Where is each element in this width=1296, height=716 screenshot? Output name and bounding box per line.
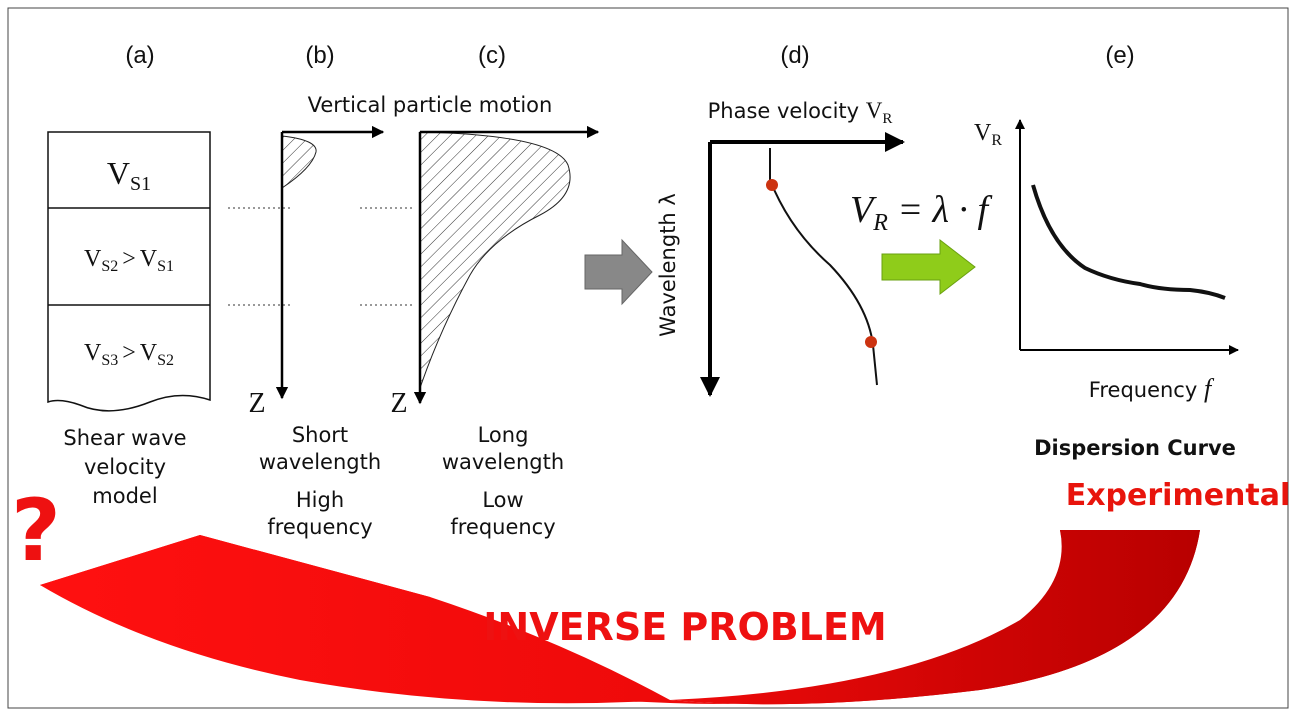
point: [865, 336, 877, 348]
point: [766, 179, 778, 191]
velocity-profile: [769, 148, 878, 386]
panel-label: (c): [478, 42, 506, 69]
layer-label: VS3 > VS2: [84, 340, 174, 369]
wavelength-axis: Wavelength λ: [656, 193, 680, 337]
formula: VR = λ · f: [850, 189, 992, 236]
panel-label: (a): [125, 42, 154, 69]
phase-title: Phase velocity VR: [708, 98, 893, 127]
gray-arrow: [584, 238, 653, 306]
panel-label: (e): [1105, 42, 1134, 69]
layer-label: VS2 > VS1: [84, 246, 174, 275]
caption: Low: [482, 488, 523, 512]
panel-label: (d): [780, 42, 809, 69]
motion-long: [419, 131, 571, 389]
dispersion-caption: Dispersion Curve: [1034, 436, 1236, 460]
caption: model: [92, 484, 157, 508]
vr-axis: VR: [974, 120, 1002, 149]
caption: wavelength: [442, 450, 564, 474]
caption: High: [296, 488, 344, 512]
caption: velocity: [84, 455, 166, 479]
layer-label: VS1: [107, 155, 151, 195]
z-label: Z: [390, 388, 407, 419]
inverse-label: INVERSE PROBLEM: [483, 605, 887, 649]
dispersion-curve: [1031, 184, 1226, 300]
caption: Short: [292, 423, 348, 447]
motion-short: [281, 135, 317, 189]
border: [7, 7, 1289, 709]
z-label: Z: [248, 388, 265, 419]
layer-box: [47, 131, 211, 412]
frequency-axis: Frequency f: [1089, 374, 1215, 403]
caption: wavelength: [259, 450, 381, 474]
green-arrow: [881, 238, 976, 296]
inverse-arrow-body: [40, 530, 1200, 705]
caption: Shear wave: [63, 426, 186, 450]
caption: frequency: [267, 515, 372, 539]
question-mark: ?: [11, 481, 61, 581]
experimental: Experimental: [1066, 478, 1291, 513]
motion-title: Vertical particle motion: [308, 93, 553, 117]
panel-label: (b): [305, 42, 334, 69]
caption: frequency: [450, 515, 555, 539]
caption: Long: [478, 423, 529, 447]
